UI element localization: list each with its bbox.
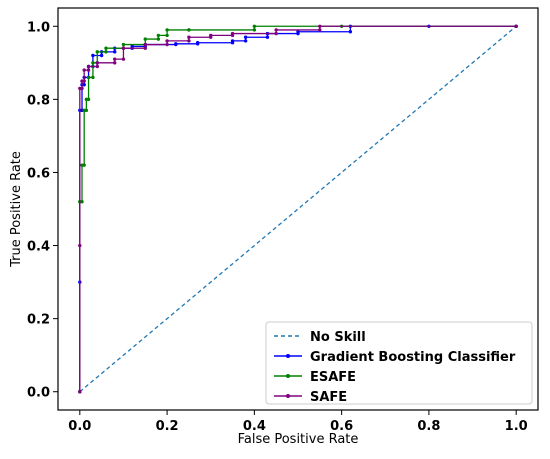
data-point: [121, 57, 126, 61]
legend-item-gradient-boosting-classifier: Gradient Boosting Classifier: [274, 350, 516, 365]
data-point: [86, 68, 91, 72]
data-point: [95, 50, 99, 54]
data-point: [514, 24, 518, 28]
series-no-skill: [79, 25, 517, 393]
data-point: [230, 39, 235, 43]
data-point: [274, 31, 278, 36]
data-point: [143, 46, 147, 50]
data-point: [121, 42, 126, 47]
data-point: [80, 86, 84, 91]
data-point: [143, 42, 147, 47]
y-tick-label: 0.8: [27, 93, 50, 108]
data-point: [121, 46, 126, 50]
data-point: [318, 24, 322, 28]
series-safe: [78, 24, 518, 394]
data-point: [165, 39, 169, 43]
y-tick-label: 0.0: [27, 386, 50, 401]
legend-item-no-skill: No Skill: [274, 330, 366, 345]
data-point: [165, 28, 169, 32]
legend-label: No Skill: [310, 330, 366, 345]
data-point: [165, 33, 169, 38]
data-point: [91, 61, 95, 65]
x-tick-label: 0.6: [330, 419, 353, 434]
data-point: [274, 28, 278, 32]
data-point: [104, 50, 108, 54]
data-point: [195, 41, 200, 45]
data-point: [187, 39, 191, 43]
data-point: [95, 64, 99, 69]
y-tick-label: 0.2: [27, 313, 50, 328]
data-point: [113, 57, 117, 61]
data-point: [113, 50, 117, 54]
data-point: [82, 79, 86, 83]
data-point: [230, 31, 235, 36]
data-point: [80, 199, 84, 204]
x-tick-label: 0.8: [417, 419, 440, 434]
data-point: [187, 35, 191, 39]
data-point: [82, 68, 86, 72]
data-point: [86, 64, 91, 69]
data-point: [113, 61, 117, 65]
data-point: [84, 108, 89, 113]
data-point: [243, 35, 248, 39]
data-point: [156, 37, 161, 41]
data-point: [143, 37, 147, 41]
legend-marker: [286, 354, 290, 358]
data-point: [318, 28, 322, 32]
legend-label: Gradient Boosting Classifier: [310, 350, 516, 365]
data-point: [78, 243, 82, 248]
legend-marker: [286, 394, 290, 398]
data-point: [296, 30, 300, 34]
data-point: [243, 39, 248, 43]
data-point: [99, 53, 104, 58]
data-point: [165, 42, 169, 47]
data-point: [187, 28, 191, 32]
x-tick-label: 0.0: [68, 419, 91, 434]
y-tick-label: 0.4: [27, 240, 50, 255]
data-point: [91, 75, 95, 80]
legend-marker: [286, 374, 290, 378]
data-point: [209, 33, 213, 38]
data-point: [86, 75, 91, 80]
data-point: [82, 83, 86, 87]
series-layer: [78, 24, 518, 394]
data-point: [82, 163, 86, 167]
x-tick-label: 0.2: [156, 419, 179, 434]
data-point: [174, 42, 178, 46]
y-axis-title: True Positive Rate: [9, 151, 24, 268]
data-point: [91, 53, 95, 58]
y-tick-label: 1.0: [27, 20, 50, 35]
plot-frame: [57, 7, 539, 411]
data-point: [95, 61, 99, 65]
data-point: [252, 24, 257, 28]
y-tick-label: 0.6: [27, 166, 50, 181]
tick-layer: 0.0 0.2 0.4 0.6 0.8 1.0 0.0 0.2 0.4 0.6 0.8 1.0: [27, 20, 528, 434]
data-point: [86, 97, 91, 102]
data-point: [252, 28, 257, 32]
legend-label: SAFE: [310, 390, 347, 405]
legend-item-esafe: ESAFE: [274, 370, 356, 385]
data-point: [78, 390, 82, 394]
legend-items: No Skill Gradient Boosting Classifier ESAF…: [274, 330, 516, 405]
data-point: [348, 30, 353, 34]
x-tick-label: 1.0: [505, 419, 528, 434]
legend-item-safe: SAFE: [274, 390, 347, 405]
legend-label: ESAFE: [310, 370, 356, 385]
data-point: [130, 44, 134, 49]
x-tick-label: 0.4: [243, 419, 266, 434]
data-point: [104, 46, 108, 50]
data-point: [265, 35, 270, 39]
legend: No Skill Gradient Boosting Classifier ESAF…: [265, 321, 533, 405]
series-line-no-skill: [79, 25, 517, 393]
legend-box: [265, 321, 533, 405]
data-point: [156, 33, 161, 38]
x-axis-title: False Positive Rate: [238, 432, 359, 447]
